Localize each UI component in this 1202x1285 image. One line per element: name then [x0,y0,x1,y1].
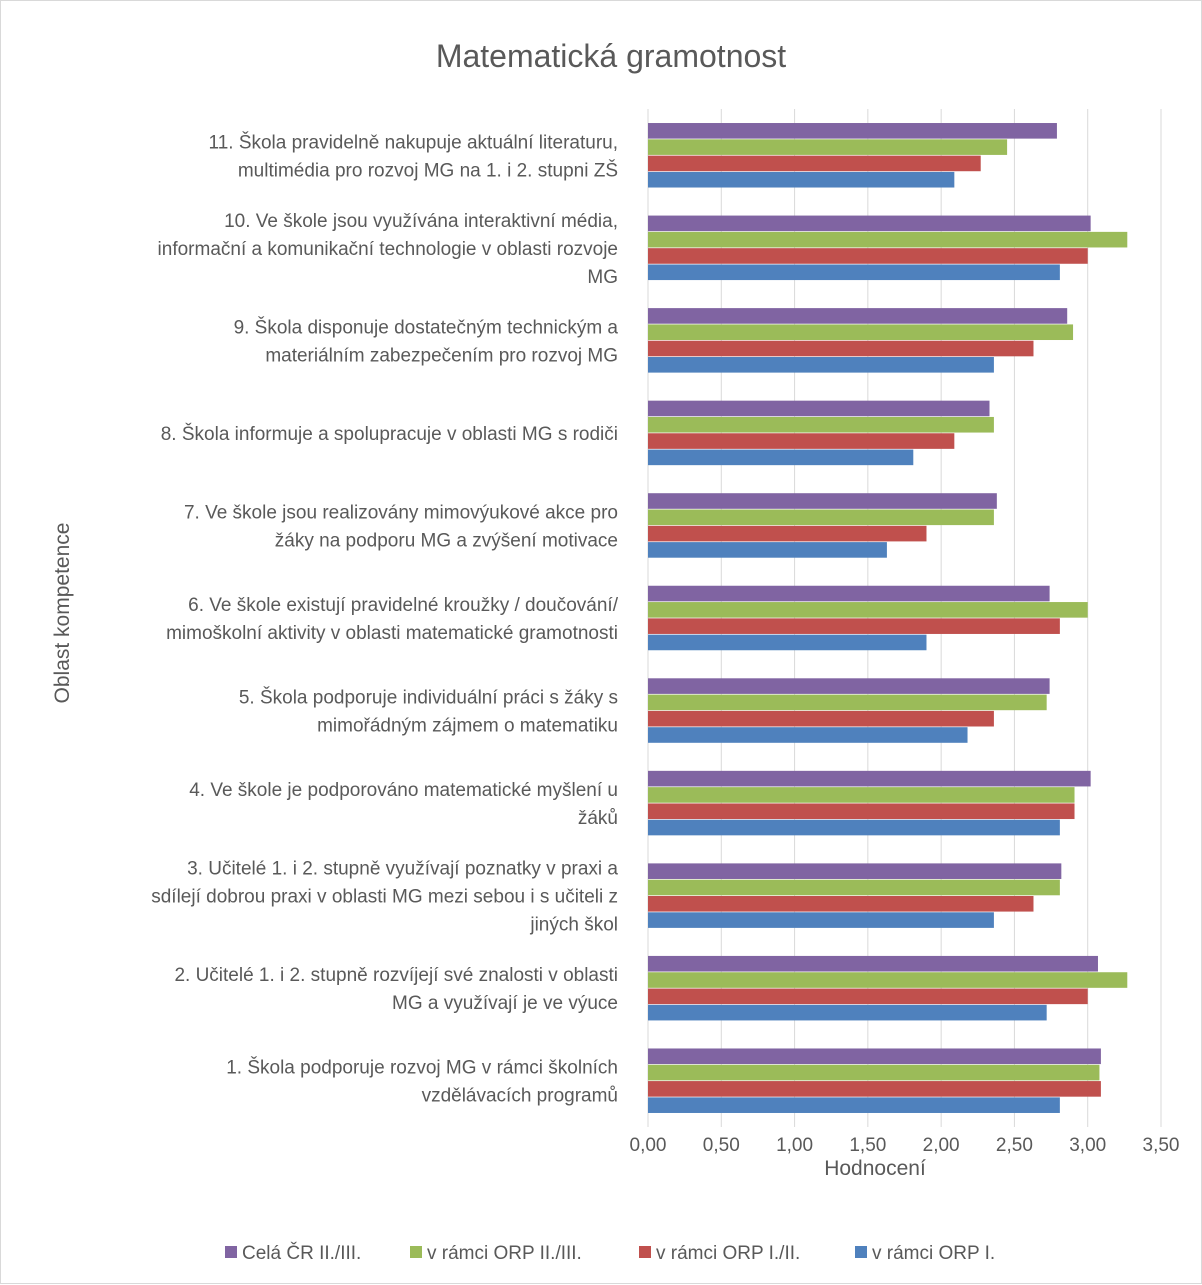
x-tick-label: 2,50 [996,1135,1033,1156]
bar [648,231,1128,248]
legend-item: v rámci ORP I. [855,1243,995,1264]
bar [648,493,997,509]
x-tick-label: 2,00 [923,1135,960,1156]
bar [648,602,1088,618]
category-label: 2. Učitelé 1. i 2. stupně rozvíjejí své … [174,965,618,1014]
bar [648,585,1050,602]
bar [648,634,927,651]
category-label: 11. Škola pravidelně nakupuje aktuální l… [209,131,618,181]
bar [648,694,1047,711]
category-label: 9. Škola disponuje dostatečným technický… [234,316,619,366]
legend-label: v rámci ORP I./II. [656,1243,800,1264]
legend-label: v rámci ORP I. [872,1243,995,1264]
bar [648,123,1057,139]
category-labels: 1. Škola podporuje rozvoj MG v rámci ško… [151,131,618,1106]
bar [648,1097,1060,1113]
y-axis-title: Oblast kompetence [51,523,74,704]
bar [648,416,994,433]
bar [648,324,1074,341]
bar [648,988,1088,1005]
legend-label: Celá ČR II./III. [242,1242,361,1264]
category-label: 8. Škola informuje a spolupracuje v obla… [161,423,618,445]
category-label: 10. Ve škole jsou využívána interaktivní… [158,211,618,288]
category-label: 1. Škola podporuje rozvoj MG v rámci ško… [226,1057,618,1107]
x-tick-label: 0,50 [703,1135,740,1156]
bar [648,542,887,558]
bar [648,912,994,928]
x-tick-label: 0,00 [630,1135,667,1156]
bar [648,215,1091,232]
bar [648,264,1060,281]
legend-item: Celá ČR II./III. [225,1242,361,1264]
bar [648,400,990,417]
bar [648,972,1128,988]
bar [648,618,1060,634]
category-label: 6. Ve škole existují pravidelné kroužky … [166,595,619,644]
x-tick-label: 1,50 [849,1135,886,1156]
bar [648,879,1060,896]
bar [648,1081,1101,1097]
bar [648,509,994,526]
legend-swatch [639,1246,651,1258]
bar [648,525,927,542]
bar [648,139,1008,155]
bar [648,248,1088,264]
bar [648,1048,1101,1065]
category-label: 3. Učitelé 1. i 2. stupně využívají pozn… [151,859,618,936]
legend-label: v rámci ORP II./III. [427,1243,582,1264]
bar [648,155,981,172]
bar [648,895,1034,912]
chart-title: Matematická gramotnost [436,38,786,74]
bar [648,449,914,466]
legend-item: v rámci ORP II./III. [410,1243,582,1264]
bar [648,678,1050,694]
x-tick-label: 3,50 [1143,1135,1180,1156]
bar [648,710,994,727]
bar [648,803,1075,820]
bar [648,433,955,449]
category-label: 7. Ve škole jsou realizovány mimovýukové… [184,502,618,551]
x-tick-label: 3,00 [1069,1135,1106,1156]
x-tick-label: 1,00 [776,1135,813,1156]
bar [648,1004,1047,1021]
bar [648,955,1098,972]
bar [648,340,1034,357]
legend: Celá ČR II./III. v rámci ORP II./III. v rá… [225,1242,995,1264]
x-tick-labels: 0,00 0,50 1,00 1,50 2,00 2,50 3,00 3,50 [630,1135,1180,1156]
bars [648,123,1128,1113]
category-label: 5. Škola podporuje individuální práci s … [239,687,618,737]
bar [648,863,1062,879]
legend-swatch [855,1246,867,1258]
bar [648,770,1091,787]
bar [648,787,1075,803]
bar [648,171,955,188]
bar [648,819,1060,836]
x-axis-title: Hodnocení [824,1157,926,1180]
legend-item: v rámci ORP I./II. [639,1243,800,1264]
bar [648,308,1068,324]
bar [648,727,968,743]
legend-swatch [410,1246,422,1258]
legend-swatch [225,1246,237,1258]
bar [648,357,994,373]
category-label: 4. Ve škole je podporováno matematické m… [189,780,618,829]
bar [648,1064,1100,1081]
